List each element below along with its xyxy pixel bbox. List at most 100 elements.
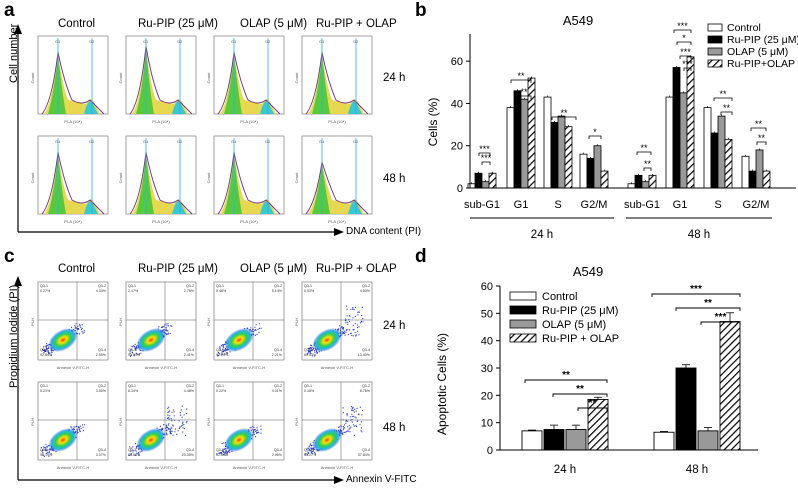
quadrant-percent: 0.27% [40,289,51,293]
bar-olap--5--m- [481,181,490,189]
quadrant-name: Q3-1 [128,284,136,288]
bar-ru-pip--25--m- [474,172,483,189]
quadrant-percent: 4.50% [360,289,371,293]
bar-control [703,107,712,189]
annexin-dot-plot-tile: Q3-1 0.46% Q3-2 5.14% Q3-3 92.20% Q3-4 2.21% PI-… [205,278,287,372]
legend-label: Ru-PIP (25 μM) [542,305,618,317]
quadrant-name: Q3-4 [274,448,282,452]
quadrant-percent: 2.17% [128,289,139,293]
panel-a-row-48h: 48 h [383,173,406,185]
panel-a-header-control: Control [58,18,96,30]
panel-a-header-olap: OLAP (5 μM) [240,18,308,30]
quadrant-percent: 37.84% [358,453,371,457]
quadrant-name: Q3-4 [274,348,282,352]
gate-label-g2: G2 [265,139,271,144]
bar-ru-pip--25--m- [543,429,565,451]
significance-marker: ** [755,119,763,129]
panel-d-title: A549 [573,264,603,279]
quadrant-percent: 6.34% [128,389,139,393]
quadrant-percent: 3.55% [96,389,107,393]
tile-x-label: Annexin V-FITC-H [321,465,354,470]
tile-y-label: Count [118,72,123,84]
panel-c-axes-arrows [14,276,344,484]
annexin-dot-plot-tile: Q3-1 0.22% Q3-2 4.01% Q3-3 92.80% Q3-4 2.96% PI-… [205,378,287,472]
quadrant-percent: 5.14% [272,289,283,293]
gate-label-g1: G1 [231,139,237,144]
bar-ru-pip--25--m- [550,122,559,189]
x-tick-label: G1 [514,199,529,211]
x-tick-label: G1 [673,199,688,211]
legend-label: Control [727,22,761,34]
legend-swatch [509,333,537,343]
tile-y-label: PI-H [118,418,123,426]
quadrant-name: Q3-2 [186,384,194,388]
significance-marker: ** [576,384,584,395]
gate-label-g1: G1 [143,39,149,44]
cell-cycle-histogram-tile: G1 G2 Count PI-A (10⁴) [117,132,199,226]
bar-olap--5--m- [717,115,726,189]
bar-ru-pip---olap [719,321,741,451]
bar-ru-pip-olap [648,174,657,189]
tile-y-label: PI-H [206,418,211,426]
cell-cycle-histogram-tile: G1 G2 Count PI-A (10⁴) [29,132,111,226]
quadrant-percent: 93.19% [40,453,53,457]
tile-y-label: Count [206,72,211,84]
bar-ru-pip-olap [762,170,771,189]
legend-swatch [509,305,537,315]
tile-x-label: PI-A (10⁴) [64,219,82,224]
significance-marker: ** [644,159,652,169]
tile-y-label: PI-H [30,318,35,326]
significance-marker: ** [723,103,731,113]
quadrant-name: Q3-4 [362,448,370,452]
significance-marker: ** [640,143,648,153]
legend-swatch [707,23,723,32]
legend-swatch [509,291,537,301]
quadrant-percent: 0.46% [216,289,227,293]
annexin-dot-plot-tile: Q3-1 6.34% Q3-2 4.48% Q3-3 88.83% Q3-4 20.35% PI… [117,378,199,472]
bar-olap--5--m- [697,430,719,451]
significance-marker: *** [481,153,492,163]
legend-label: Ru-PIP + OLAP [542,333,619,345]
tile-y-label: PI-H [294,418,299,426]
panel-a-header-combo: Ru-PIP + OLAP [316,18,397,30]
quadrant-percent: 0.53% [304,289,315,293]
quadrant-percent: 0.18% [304,389,315,393]
quadrant-name: Q3-1 [216,384,224,388]
quadrant-name: Q3-2 [98,284,106,288]
gate-label-g2: G2 [265,39,271,44]
panel-c-header-control: Control [58,263,96,275]
panel-c-row-24h: 24 h [383,320,406,332]
legend-label: OLAP (5 μM) [727,46,788,58]
gate-label-g2: G2 [353,39,359,44]
panel-a-header-rupip: Ru-PIP (25 μM) [138,18,218,30]
tile-y-label: Count [294,72,299,84]
group-label-48h: 48 h [688,229,710,241]
quadrant-percent: 92.65% [128,353,141,357]
tile-x-label: PI-A (10⁴) [240,219,258,224]
bar-ru-pip-olap [488,172,497,189]
panel-a-x-axis-label: DNA content (PI) [346,226,422,237]
panel-d-y-axis-label: Apoptotic Cells (%) [435,333,449,435]
x-tick-label: sub-G1 [464,199,500,211]
quadrant-percent: 92.20% [216,353,229,357]
legend-label: Control [542,291,577,303]
y-tick-label: 10 [481,418,493,430]
significance-marker: ** [719,89,727,99]
bar-olap--5--m- [593,145,602,189]
significance-marker: ** [520,87,528,97]
legend-swatch [707,59,723,68]
bar-olap--5--m- [679,92,688,189]
y-tick-label: 60 [481,281,493,293]
annexin-dot-plot-tile: Q3-1 0.18% Q3-2 8.76% Q3-3 53.27% Q3-4 37.84% PI… [293,378,375,472]
significance-marker: *** [680,47,691,57]
bar-control [653,431,675,451]
panel-c-x-axis-label: Annexin V-FITC [346,474,417,485]
gate-label-g1: G1 [319,39,325,44]
quadrant-name: Q3-2 [98,384,106,388]
quadrant-name: Q3-3 [128,348,136,352]
panel-letter-b: b [415,0,427,21]
quadrant-percent: 0.22% [216,389,227,393]
tile-x-label: PI-A (10⁴) [152,119,170,124]
significance-marker: ** [517,71,525,81]
quadrant-name: Q3-2 [274,384,282,388]
